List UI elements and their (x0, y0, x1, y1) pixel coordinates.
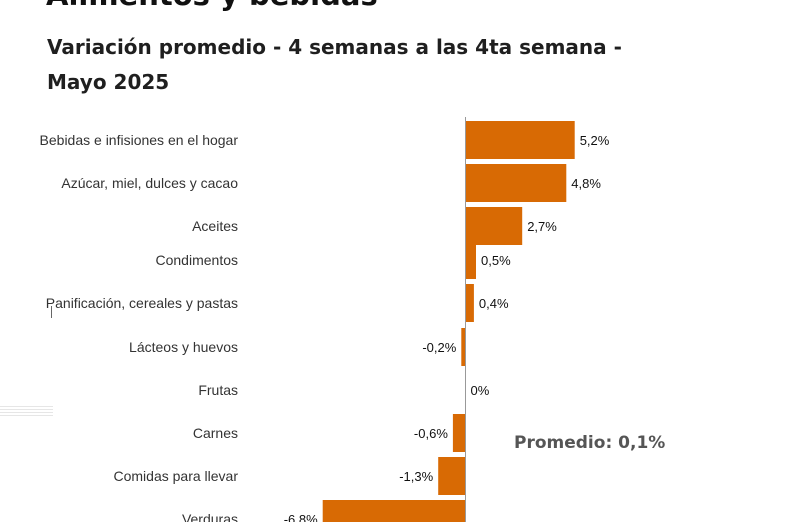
category-label: Lácteos y huevos (129, 339, 238, 355)
value-label: 0,4% (479, 296, 509, 311)
category-label: Condimentos (156, 252, 239, 268)
bar (461, 328, 466, 366)
value-label: 0% (471, 383, 490, 398)
value-label: -1,3% (399, 469, 433, 484)
category-label: Panificación, cereales y pastas (46, 295, 238, 311)
value-label: -0,2% (422, 340, 456, 355)
category-label: Comidas para llevar (114, 468, 239, 484)
bar (438, 457, 466, 495)
average-annotation: Promedio: 0,1% (514, 433, 665, 453)
bars-layer (322, 121, 575, 522)
category-label: Azúcar, miel, dulces y cacao (61, 175, 238, 191)
bar (465, 241, 476, 279)
category-label: Frutas (198, 382, 238, 398)
value-label: 4,8% (571, 176, 601, 191)
value-labels: 5,2% 4,8% 2,7% 0,5% 0,4% -0,2% 0% -0,6% -1,3% -6,… (284, 133, 610, 522)
category-label: Verduras (182, 511, 238, 522)
category-labels: Bebidas e infisiones en el hogar Azúcar, … (40, 132, 239, 522)
category-label: Aceites (192, 218, 238, 234)
bar (322, 500, 466, 522)
bar (465, 207, 523, 245)
chart-title: Alimentos y bebidas (46, 0, 378, 12)
chart-subtitle: Variación promedio - 4 semanas a las 4ta… (47, 35, 622, 94)
category-label: Carnes (193, 425, 238, 441)
value-label: -6,8% (284, 512, 318, 522)
value-label: 0,5% (481, 253, 511, 268)
value-label: -0,6% (414, 426, 448, 441)
bar (465, 121, 575, 159)
bar (452, 414, 466, 452)
cursor-mark (51, 306, 52, 318)
value-label: 2,7% (527, 219, 557, 234)
bar (465, 284, 474, 322)
category-label: Bebidas e infisiones en el hogar (40, 132, 239, 148)
value-label: 5,2% (580, 133, 610, 148)
bar (465, 164, 567, 202)
scroll-artifact (0, 404, 53, 416)
